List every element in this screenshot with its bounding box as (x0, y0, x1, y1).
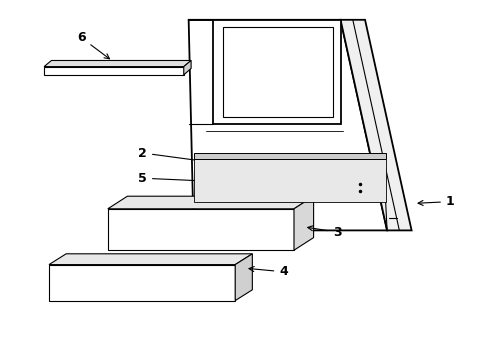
Polygon shape (44, 60, 191, 67)
Polygon shape (49, 265, 235, 301)
Polygon shape (108, 209, 294, 250)
Polygon shape (49, 254, 252, 265)
Polygon shape (108, 196, 314, 209)
Text: 2: 2 (138, 147, 219, 165)
Polygon shape (294, 196, 314, 250)
Text: 4: 4 (249, 265, 288, 278)
Polygon shape (194, 153, 386, 159)
Polygon shape (213, 20, 341, 124)
Polygon shape (223, 27, 333, 117)
Text: 1: 1 (418, 195, 455, 208)
Polygon shape (341, 20, 412, 230)
Text: 3: 3 (308, 226, 342, 239)
Text: 5: 5 (138, 172, 219, 185)
Polygon shape (189, 20, 387, 230)
Polygon shape (44, 67, 184, 75)
Polygon shape (235, 254, 252, 301)
Text: 6: 6 (77, 31, 109, 59)
Polygon shape (184, 60, 191, 75)
Polygon shape (194, 159, 386, 202)
Polygon shape (292, 176, 321, 185)
